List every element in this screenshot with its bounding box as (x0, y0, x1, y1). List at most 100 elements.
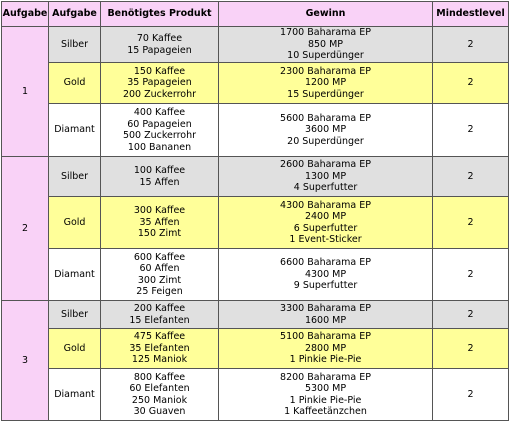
tier-cell: Silber (48, 26, 101, 63)
tier-cell: Gold (48, 328, 101, 369)
table-row: 3 Silber 200 Kaffee 15 Elefanten 3300 Bahara… (1, 300, 509, 421)
products-cell: 100 Kaffee 15 Affen (100, 156, 219, 197)
table-row: Gold 150 Kaffee 35 Papageien 200 Zuckerrohr… (2, 62, 509, 104)
line: 200 Zuckerrohr (122, 88, 197, 100)
rewards-cell: 2600 Baharama EP 1300 MP 4 Superfutter (218, 156, 433, 197)
line: 1200 MP (304, 77, 347, 89)
header-cell: Aufgabe (1, 1, 49, 27)
table-row: 1 Silber 70 Kaffee 15 Papageien 1700 Baharam… (1, 26, 509, 157)
line: 8200 Baharama EP (280, 371, 371, 383)
line: 35 Affen (139, 216, 180, 228)
line: 35 Papageien (127, 77, 192, 89)
level-cell: 2 (432, 103, 509, 157)
line: 2600 Baharama EP (280, 159, 371, 171)
line: 100 Bananen (127, 141, 192, 153)
level-cell: 2 (432, 62, 509, 104)
products-cell: 475 Kaffee 35 Elefanten 125 Maniok (100, 328, 219, 369)
line: 1 Pinkie Pie-Pie (289, 354, 362, 366)
line: 2400 MP (304, 211, 347, 222)
line: 15 Affen (139, 176, 180, 188)
tier-cell: Diamant (48, 103, 101, 157)
line: 10 Superdünger (287, 50, 364, 62)
products-cell: 600 Kaffee 60 Affen 300 Zimt 25 Feigen (100, 248, 219, 301)
table-row: Diamant 600 Kaffee 60 Affen 300 Zimt 25 Feig… (2, 248, 509, 301)
line: 30 Guaven (133, 406, 186, 417)
level-cell: 2 (432, 156, 509, 197)
level-cell: 2 (432, 328, 509, 369)
line: 300 Zimt (137, 274, 182, 286)
level-cell: 2 (432, 300, 509, 329)
group-number: 1 (1, 26, 49, 157)
line: 500 Zuckerrohr (122, 130, 197, 141)
line: 1700 Baharama EP (280, 27, 371, 39)
line: 475 Kaffee (133, 331, 186, 343)
tier-cell: Gold (48, 62, 101, 104)
line: 600 Kaffee (133, 251, 186, 263)
level-cell: 2 (432, 26, 509, 63)
rewards-cell: 3300 Baharama EP 1600 MP (218, 300, 433, 329)
line: 5300 MP (304, 383, 347, 394)
line: 4 Superfutter (293, 182, 358, 194)
line: 25 Feigen (136, 286, 183, 297)
line: 3600 MP (304, 124, 347, 136)
line: 60 Papageien (127, 118, 192, 130)
rewards-cell: 6600 Baharama EP 4300 MP 9 Superfutter (218, 248, 433, 301)
line: 850 MP (307, 38, 344, 50)
header-cell: Benötigtes Produkt (100, 1, 219, 27)
tier-cell: Silber (48, 300, 101, 329)
line: 6600 Baharama EP (280, 257, 371, 269)
line: 70 Kaffee (136, 33, 183, 44)
line: 15 Elefanten (129, 314, 190, 326)
products-cell: 300 Kaffee 35 Affen 150 Zimt (100, 196, 219, 249)
line: 800 Kaffee (133, 371, 186, 383)
table-row: 2 Silber 100 Kaffee 15 Affen 2600 Baharama E… (1, 156, 509, 301)
line: 200 Kaffee (133, 303, 186, 314)
rewards-cell: 1700 Baharama EP 850 MP 10 Superdünger (218, 26, 433, 63)
line: 15 Superdünger (287, 88, 364, 100)
tier-cell: Diamant (48, 248, 101, 301)
level-cell: 2 (432, 248, 509, 301)
products-cell: 400 Kaffee 60 Papageien 500 Zuckerrohr 100 … (100, 103, 219, 157)
level-cell: 2 (432, 196, 509, 249)
line: 2300 Baharama EP (280, 65, 371, 77)
line: 1 Pinkie Pie-Pie (289, 394, 362, 406)
rewards-cell: 2300 Baharama EP 1200 MP 15 Superdünger (218, 62, 433, 104)
line: 2800 MP (304, 342, 347, 354)
line: 400 Kaffee (133, 107, 186, 118)
line: 60 Elefanten (129, 383, 190, 394)
line: 5600 Baharama EP (280, 112, 371, 124)
header-cell: Aufgabe (48, 1, 101, 27)
table-row: Diamant 400 Kaffee 60 Papageien 500 Zuckerr… (2, 103, 509, 157)
table-row: Gold 475 Kaffee 35 Elefanten 125 Maniok 5100… (2, 328, 509, 369)
line: 5100 Baharama EP (280, 331, 371, 343)
line: 35 Elefanten (129, 342, 190, 354)
line: 1600 MP (304, 314, 347, 326)
rewards-cell: 4300 Baharama EP 2400 MP 6 Superfutter 1 Ev… (218, 196, 433, 249)
line: 3300 Baharama EP (280, 303, 371, 314)
products-cell: 800 Kaffee 60 Elefanten 250 Maniok 30 Guave… (100, 368, 219, 421)
line: 9 Superfutter (293, 280, 358, 292)
line: 150 Zimt (137, 228, 182, 240)
table-row: Diamant 800 Kaffee 60 Elefanten 250 Maniok 3… (2, 368, 509, 421)
rewards-cell: 5600 Baharama EP 3600 MP 20 Superdünger (218, 103, 433, 157)
rewards-cell: 5100 Baharama EP 2800 MP 1 Pinkie Pie-Pie (218, 328, 433, 369)
line: 60 Affen (139, 263, 180, 274)
line: 125 Maniok (131, 354, 188, 366)
header-cell: Mindestlevel (432, 1, 509, 27)
table-row: Gold 300 Kaffee 35 Affen 150 Zimt 4300 Bahar… (2, 196, 509, 249)
products-cell: 150 Kaffee 35 Papageien 200 Zuckerrohr (100, 62, 219, 104)
line: 250 Maniok (131, 394, 188, 406)
line: 15 Papageien (127, 44, 192, 56)
line: 150 Kaffee (133, 65, 186, 77)
line: 4300 MP (304, 268, 347, 280)
group-number: 3 (1, 300, 49, 421)
tier-cell: Diamant (48, 368, 101, 421)
line: 1 Event-Sticker (289, 234, 362, 245)
line: 6 Superfutter (293, 222, 358, 234)
products-cell: 200 Kaffee 15 Elefanten (100, 300, 219, 329)
header-cell: Gewinn (218, 1, 433, 27)
line: 300 Kaffee (133, 205, 186, 217)
header-row: Aufgabe Aufgabe Benötigtes Produkt Gewinn Mi… (1, 1, 509, 27)
group-number: 2 (1, 156, 49, 301)
